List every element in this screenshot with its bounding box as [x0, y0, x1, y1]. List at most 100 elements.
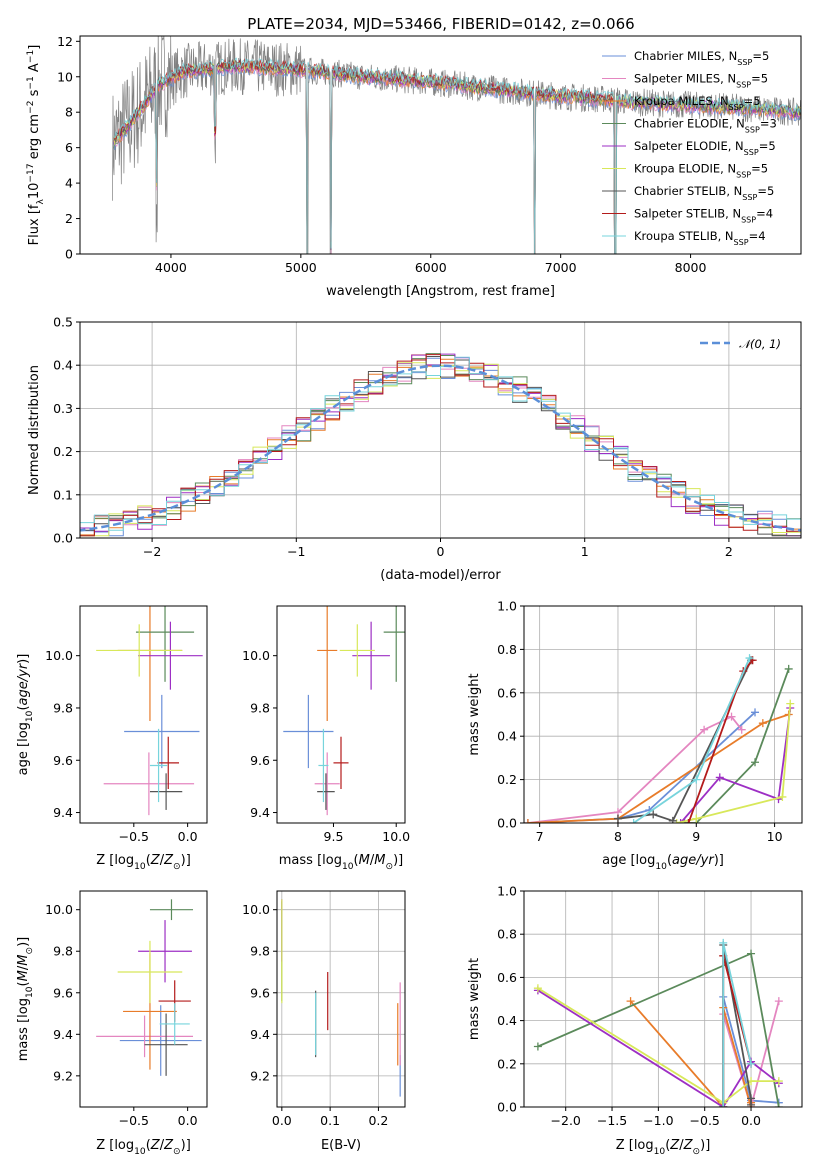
point-marker	[784, 664, 793, 673]
x-tick-label: −0.5	[119, 1113, 149, 1128]
series-kroupa-miles	[524, 710, 793, 823]
x-tick-label: 8000	[675, 260, 707, 275]
errorbar-salpeter-stelib	[157, 736, 180, 790]
x-tick-label: 4000	[155, 260, 187, 275]
point-marker	[700, 725, 709, 734]
x-tick-label: 8	[614, 829, 622, 844]
y-tick-label: 0.4	[53, 358, 73, 373]
x-axis-label: E(B-V)	[321, 1138, 361, 1153]
y-tick-label: 0.2	[497, 1056, 517, 1071]
plot-area	[96, 606, 203, 816]
y-axis-label: mass [log10(M/M⊙)]	[16, 937, 35, 1061]
panel-weight_vs_age: 7 8 9 10 0.0 0.2 0.4 0.6 0.8 1.0 age [log10(age/yr…	[467, 599, 803, 872]
y-tick-label: 9.2	[250, 1068, 270, 1083]
errorbar-kroupa-stelib	[159, 1003, 190, 1045]
point-marker	[745, 654, 754, 663]
errorbar-salpeter-miles	[96, 1015, 194, 1058]
x-tick-label: 0.2	[368, 1113, 388, 1128]
errorbar-salpeter-elodie	[138, 621, 203, 690]
point-marker	[692, 814, 701, 823]
y-axis-label: mass weight	[467, 673, 482, 755]
x-tick-label: 7	[536, 829, 544, 844]
point-marker	[747, 1059, 756, 1068]
y-tick-label: 9.4	[250, 805, 270, 820]
y-tick-label: 9.8	[250, 700, 270, 715]
errorbar-chabrier-elodie	[149, 899, 194, 921]
y-tick-label: 4	[65, 176, 73, 191]
point-marker	[715, 773, 724, 782]
y-tick-label: 10.0	[45, 648, 73, 663]
panel-weight_vs_Z: −2.0 −1.5 −1.0 −0.5 0.0 0.0 0.2 0.4 0.6 0.8 1.0 Z […	[467, 884, 803, 1157]
y-axis-label: mass weight	[467, 958, 482, 1040]
x-axis-label: (data-model)/error	[380, 568, 501, 583]
x-tick-label: −0.5	[119, 829, 149, 844]
x-tick-label: 5000	[285, 260, 317, 275]
plot-area	[283, 606, 405, 816]
y-tick-label: 9.6	[53, 985, 73, 1000]
point-marker	[774, 1103, 783, 1107]
y-tick-label: 0.3	[53, 401, 73, 416]
axes-frame	[79, 605, 208, 824]
y-tick-label: 9.8	[53, 700, 73, 715]
legend-entry: Kroupa ELODIE, NSSP=5	[634, 162, 768, 180]
legend-entry: Chabrier STELIB, NSSP=5	[634, 184, 774, 202]
errorbar-salpeter-miles	[314, 752, 340, 816]
errorbar-kroupa-elodie	[117, 940, 183, 1004]
errorbar-chabrier-elodie	[135, 606, 195, 682]
legend-entry: Chabrier ELODIE, NSSP=3	[634, 117, 777, 135]
point-marker	[626, 997, 635, 1006]
y-tick-label: 9.4	[53, 1027, 73, 1042]
errorbar-chabrier-miles	[119, 1005, 202, 1076]
axes-frame	[523, 890, 803, 1108]
point-marker	[719, 1103, 728, 1107]
x-axis-label: Z [log10(Z/Z⊙)]	[616, 1138, 711, 1157]
errorbar-kroupa-stelib	[149, 728, 168, 803]
y-tick-label: 9.4	[53, 805, 73, 820]
x-tick-label: 0	[437, 544, 445, 559]
legend-entry: Salpeter STELIB, NSSP=4	[634, 207, 773, 225]
point-marker	[727, 712, 736, 721]
x-axis-label: age [log10(age/yr)]	[602, 853, 724, 872]
series-salpeter-elodie	[676, 703, 795, 823]
figure-title: PLATE=2034, MJD=53466, FIBERID=0142, z=0…	[247, 15, 634, 33]
y-tick-label: 10.0	[242, 648, 270, 663]
legend-entry: Salpeter ELODIE, NSSP=5	[634, 139, 776, 157]
y-tick-label: 0	[65, 247, 73, 262]
point-marker	[680, 819, 689, 823]
legend-entry: Kroupa MILES, NSSP=5	[634, 94, 761, 112]
point-marker	[649, 810, 658, 819]
y-tick-label: 10	[57, 69, 73, 84]
point-marker	[692, 775, 701, 784]
y-tick-label: 0.8	[497, 642, 517, 657]
x-tick-label: 2	[725, 544, 733, 559]
y-tick-label: 2	[65, 211, 73, 226]
y-tick-label: 0.2	[497, 772, 517, 787]
errorbar-chabrier-miles	[283, 694, 334, 769]
plot-area	[533, 938, 783, 1107]
plot-area	[96, 899, 202, 1076]
y-tick-label: 1.0	[497, 599, 517, 614]
hist-kroupa-stelib	[80, 356, 801, 537]
plot-area	[281, 899, 401, 1097]
x-tick-label: 6000	[415, 260, 447, 275]
errorbar-kroupa-miles	[317, 606, 338, 722]
errorbar-salpeter-stelib	[333, 736, 349, 790]
model-kroupa-stelib	[113, 57, 801, 254]
axes-frame	[276, 890, 406, 1108]
x-tick-label: −1.5	[597, 1113, 627, 1128]
x-tick-label: 9.5	[324, 829, 344, 844]
x-axis-label: Z [log10(Z/Z⊙)]	[96, 1138, 191, 1157]
hist-salpeter-stelib	[80, 354, 801, 537]
x-tick-label: 10.0	[382, 829, 410, 844]
series-kroupa-stelib	[629, 654, 754, 823]
y-tick-label: 0.0	[53, 531, 73, 546]
x-tick-label: 1	[581, 544, 589, 559]
x-tick-label: 9	[692, 829, 700, 844]
legend-entry: Chabrier MILES, NSSP=5	[634, 49, 769, 67]
x-tick-label: 0.0	[178, 1113, 198, 1128]
y-tick-label: 9.6	[53, 753, 73, 768]
point-marker	[684, 819, 693, 823]
y-tick-label: 0.0	[497, 1100, 517, 1115]
series-salpeter-stelib	[684, 656, 757, 823]
